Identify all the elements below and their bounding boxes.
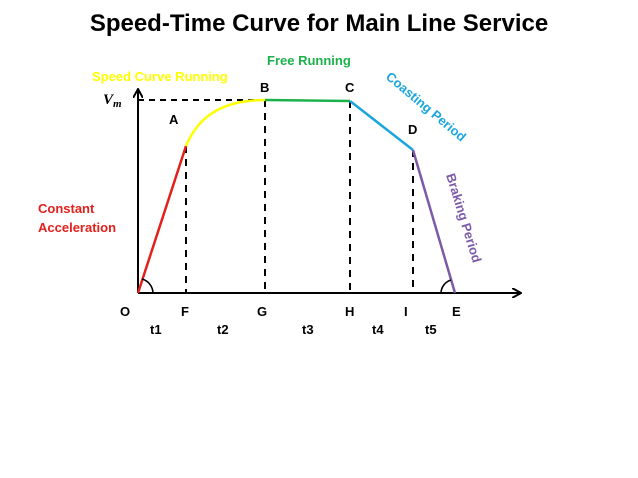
interval-t5-label: t5 bbox=[425, 322, 437, 337]
constant-acceleration-segment bbox=[136, 145, 188, 294]
point-F-label: F bbox=[181, 304, 189, 319]
point-D-label: D bbox=[408, 122, 417, 137]
interval-t1-label: t1 bbox=[150, 322, 162, 337]
braking-period-label: Braking Period bbox=[443, 171, 484, 264]
constant-acceleration-label-line2: Acceleration bbox=[38, 220, 116, 235]
speed-curve-segment bbox=[184, 98, 266, 147]
braking-segment bbox=[411, 149, 457, 294]
braking-angle-arc bbox=[440, 279, 452, 294]
acceleration-angle-arc bbox=[141, 278, 154, 294]
point-H-label: H bbox=[345, 304, 354, 319]
free-running-label: Free Running bbox=[267, 53, 351, 68]
interval-t4-label: t4 bbox=[372, 322, 384, 337]
interval-t2-label: t2 bbox=[217, 322, 229, 337]
free-running-segment bbox=[264, 98, 351, 103]
coasting-segment bbox=[349, 100, 414, 151]
point-A-label: A bbox=[169, 112, 179, 127]
point-B-label: B bbox=[260, 80, 269, 95]
coasting-period-label: Coasting Period bbox=[383, 69, 469, 145]
point-E-label: E bbox=[452, 304, 461, 319]
vm-label: Vm bbox=[103, 92, 122, 110]
point-I-label: I bbox=[404, 304, 408, 319]
interval-t3-label: t3 bbox=[302, 322, 314, 337]
constant-acceleration-label-line1: Constant bbox=[38, 201, 95, 216]
point-C-label: C bbox=[345, 80, 355, 95]
diagram-title: Speed-Time Curve for Main Line Service bbox=[89, 10, 549, 37]
point-O-label: O bbox=[120, 304, 130, 319]
point-G-label: G bbox=[257, 304, 267, 319]
speed-curve-running-label: Speed Curve Running bbox=[92, 69, 228, 84]
